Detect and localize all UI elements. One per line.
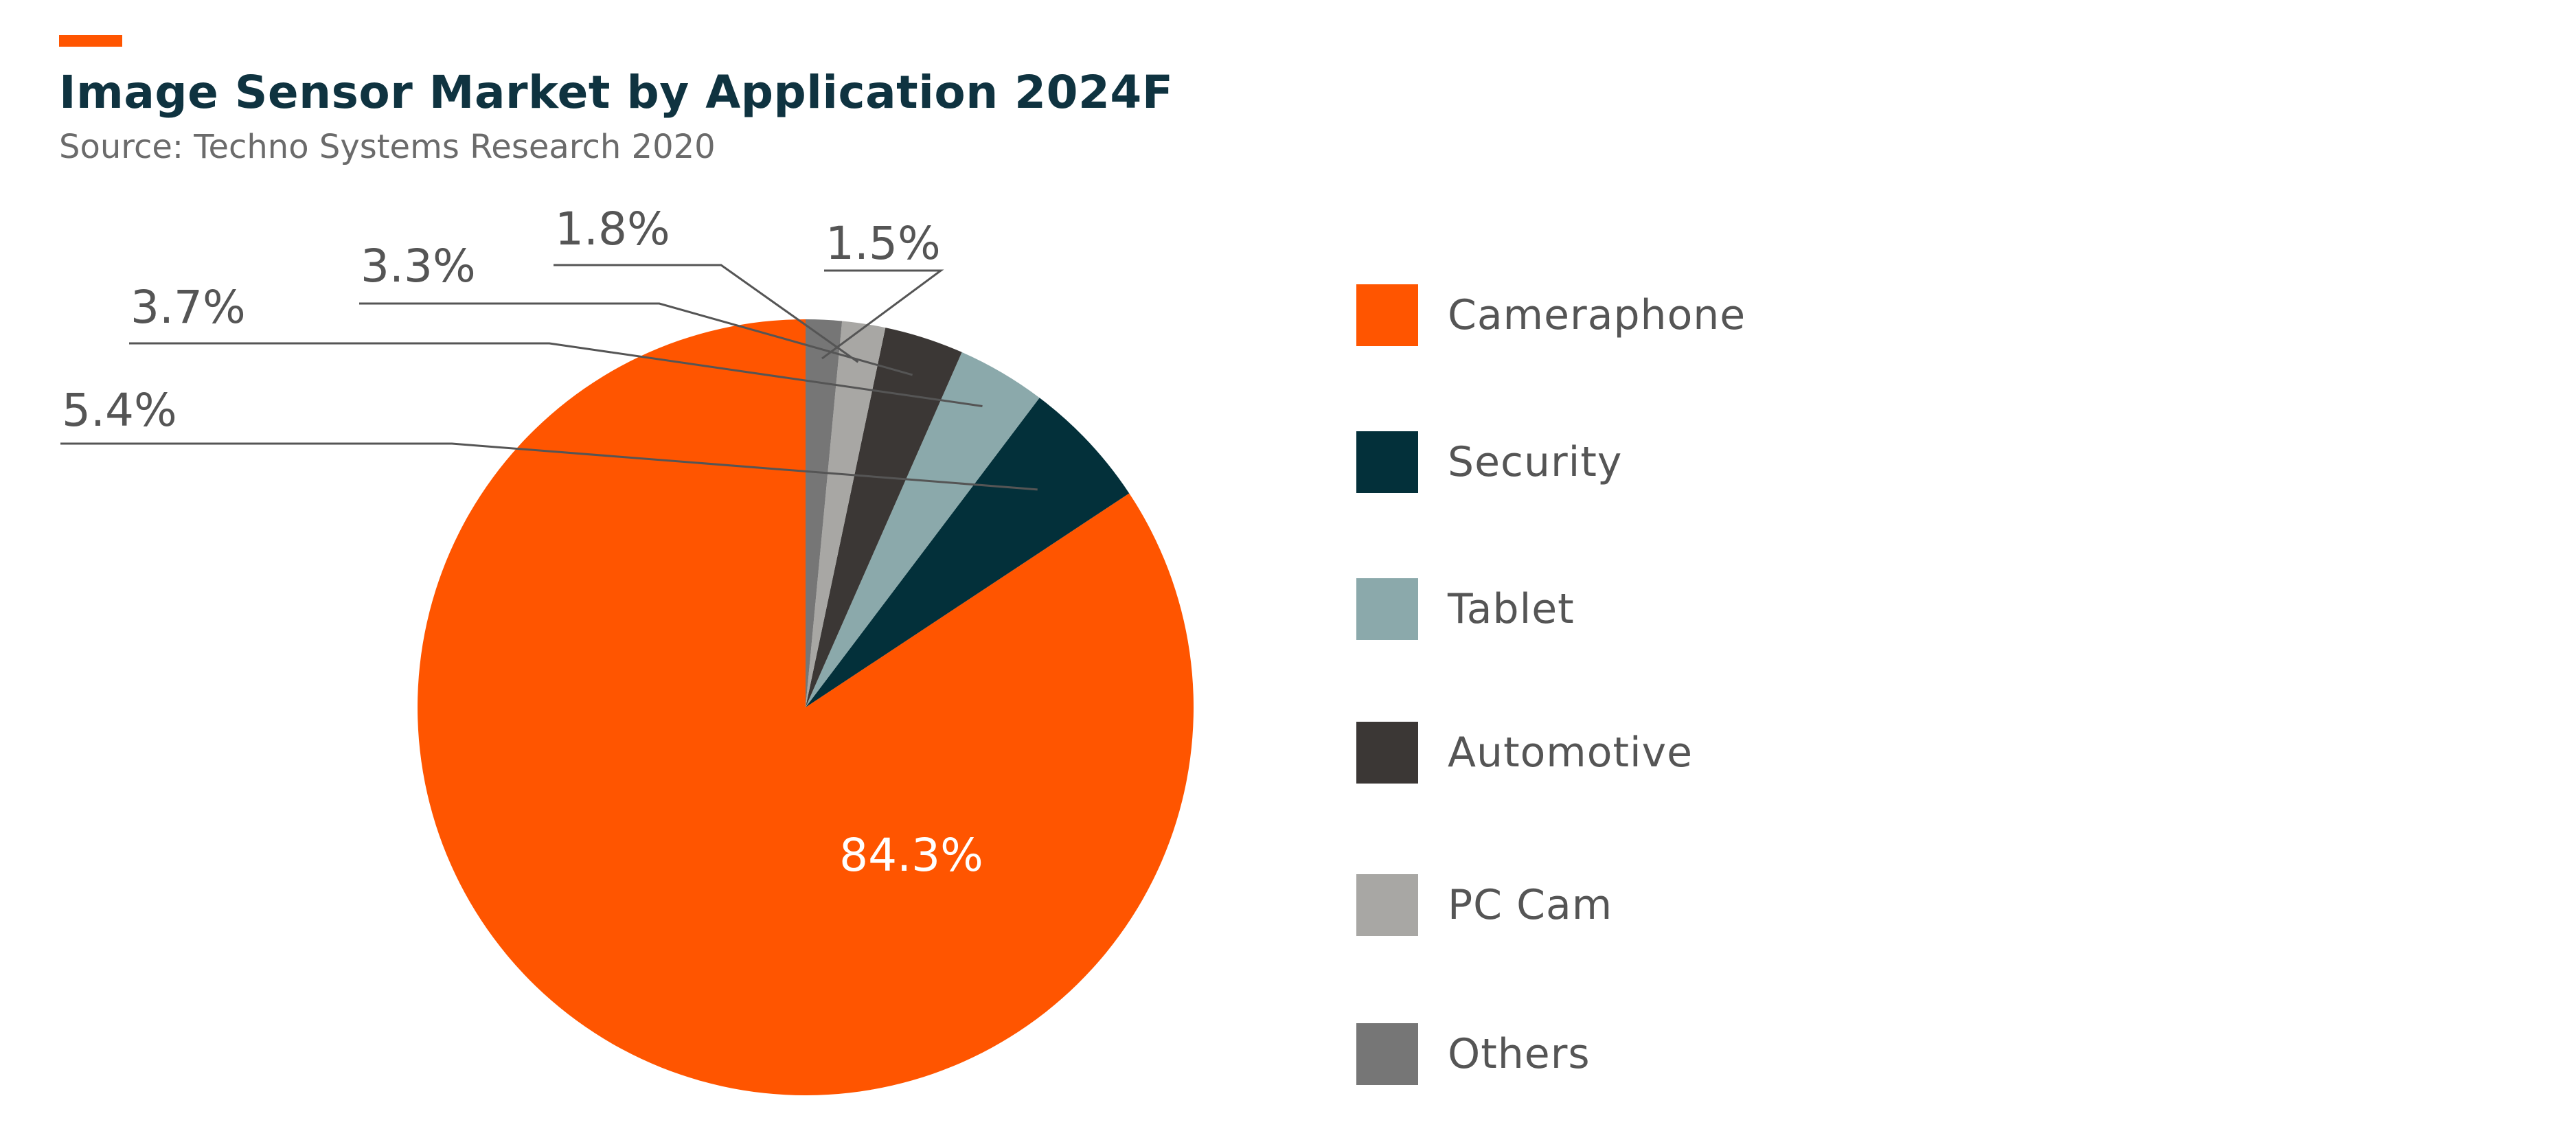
legend-label: Security [1448,438,1623,486]
legend-swatch [1356,431,1418,493]
data-label-tablet: 3.7% [130,281,246,334]
leader-line-others [821,269,944,360]
data-label-others: 1.5% [825,217,941,270]
legend-label: Automotive [1448,729,1694,777]
legend-label: Cameraphone [1448,291,1746,339]
leader-line-tablet [129,342,983,407]
legend-swatch [1356,578,1418,640]
legend-item-others: Others [1356,1023,1591,1085]
pie-slice-tablet [806,352,1040,707]
legend-item-cameraphone: Cameraphone [1356,284,1746,346]
pie-slice-pc-cam [806,321,886,707]
pie-slice-others [806,319,843,707]
leader-lines [60,264,1038,491]
leader-line-pc-cam [554,264,859,363]
title-accent-bar [59,35,122,47]
data-label-pc-cam: 1.8% [555,203,670,255]
pie-slice-cameraphone [417,319,1194,1095]
pie-slice-security [806,398,1130,707]
pie-slices [417,319,1194,1095]
legend-label: Tablet [1448,585,1575,633]
data-label-security: 5.4% [62,384,177,437]
legend-swatch [1356,1023,1418,1085]
legend-swatch [1356,284,1418,346]
legend-item-tablet: Tablet [1356,578,1575,640]
chart-subtitle: Source: Techno Systems Research 2020 [59,128,716,166]
legend-label: PC Cam [1448,881,1613,929]
legend-item-security: Security [1356,431,1622,493]
data-label-cameraphone: 84.3% [839,829,983,882]
legend-swatch [1356,722,1418,784]
data-labels: 84.3% 5.4% 3.7% 3.3% 1.8% 1.5% [62,203,983,882]
data-label-automotive: 3.3% [361,240,476,293]
chart-title: Image Sensor Market by Application 2024F [59,66,1174,119]
legend-label: Others [1448,1030,1591,1078]
leader-line-automotive [359,302,913,376]
legend-swatch [1356,874,1418,936]
pie-slice-automotive [806,328,962,708]
legend-item-automotive: Automotive [1356,722,1693,784]
legend-item-pc-cam: PC Cam [1356,874,1612,936]
leader-line-security [60,442,1038,491]
